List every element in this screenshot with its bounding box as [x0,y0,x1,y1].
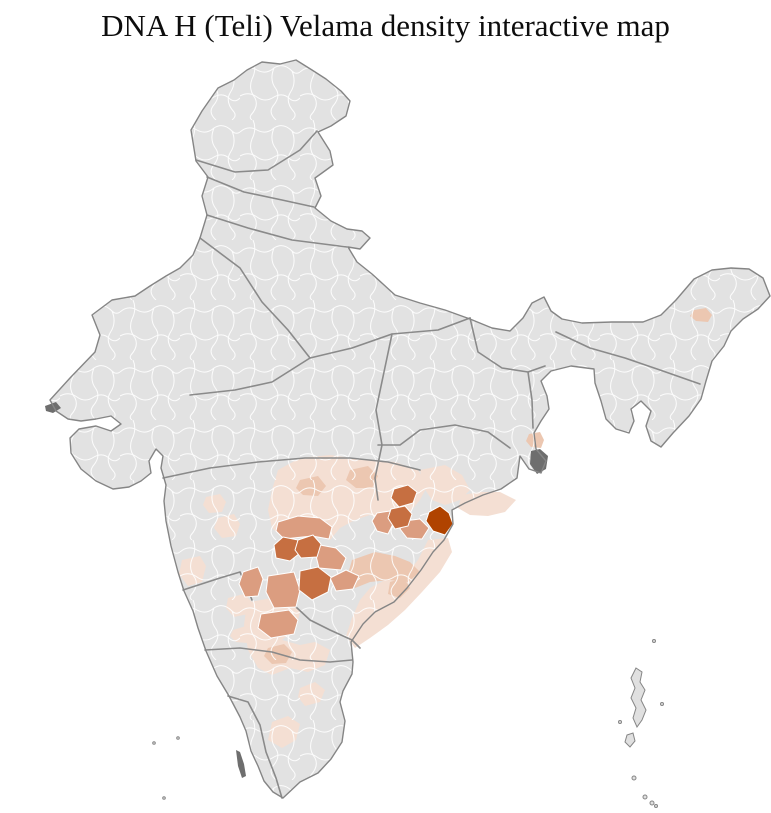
district-polygon-level3[interactable] [238,566,264,598]
district-polygon-level3[interactable] [275,515,333,540]
district-polygon-level4[interactable] [390,484,418,508]
water-patch [45,402,61,413]
lakshadweep-islands [152,736,180,800]
district-polygon-level5[interactable] [425,505,454,536]
district-polygon-level4[interactable] [387,505,413,530]
density-districts [238,484,454,639]
district-polygon-level4[interactable] [298,566,332,601]
state-boundaries [162,130,701,799]
district-polygon-level3[interactable] [265,571,301,609]
andaman-nicobar-islands [618,639,664,808]
map-title: DNA H (Teli) Velama density interactive … [101,8,670,43]
district-polygon-level3[interactable] [257,609,299,639]
district-polygon-level4[interactable] [294,534,322,559]
district-polygon-level3[interactable] [329,569,360,592]
water-patch [236,750,246,778]
